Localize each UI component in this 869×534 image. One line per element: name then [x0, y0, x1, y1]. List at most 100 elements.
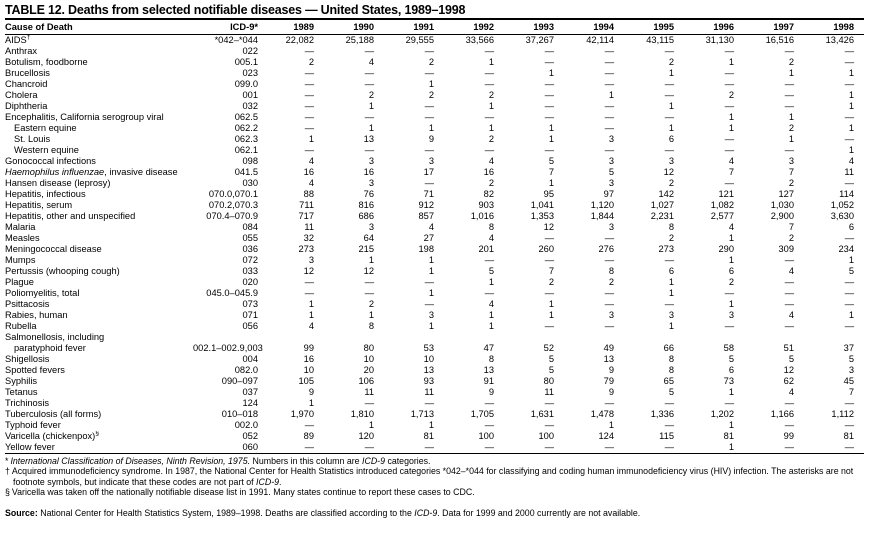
value-cell: 1 — [488, 101, 494, 111]
value-cell: — — [544, 233, 554, 243]
value-cell: 4 — [308, 156, 314, 166]
value-cell: — — [844, 233, 854, 243]
value-cell: — — [304, 145, 314, 155]
value-cell: 8 — [488, 222, 494, 232]
value-cell: 4 — [428, 222, 434, 232]
value-cell: 31,130 — [705, 35, 734, 45]
icd-code-cell: 052 — [242, 431, 258, 441]
value-cell: 1 — [684, 442, 744, 454]
value-cell: 1 — [548, 134, 554, 144]
table-row: Psittacosis 073 1 2 — 4 1 — — 1 — — — [5, 299, 864, 310]
icd-code-cell: 070.4–070.9 — [206, 211, 258, 221]
value-cell: — — [624, 442, 684, 454]
value-cell: 1 — [668, 123, 674, 133]
cause-cell: Diphtheria — [5, 101, 48, 111]
value-cell: — — [484, 46, 494, 56]
icd-code-cell: *042–*044 — [214, 35, 258, 45]
value-cell: 711 — [299, 200, 314, 210]
value-cell: 6 — [728, 266, 734, 276]
value-cell: 1 — [428, 266, 434, 276]
text-segment: ICD-9 — [414, 507, 438, 518]
value-cell: — — [544, 145, 554, 155]
icd-code-cell: 005.1 — [234, 57, 258, 67]
cause-cell: Tetanus — [5, 387, 38, 397]
icd-code-cell: 062.1 — [234, 145, 258, 155]
value-cell: 1,082 — [710, 200, 734, 210]
cause-cell: Western equine — [14, 145, 79, 155]
value-cell: — — [784, 321, 794, 331]
value-cell: 5 — [488, 266, 494, 276]
value-cell: 16 — [483, 167, 494, 177]
value-cell: — — [484, 112, 494, 122]
value-cell: 1,631 — [530, 409, 554, 419]
value-cell: 22,082 — [285, 35, 314, 45]
text-segment: Source: — [5, 507, 38, 518]
value-cell: — — [844, 134, 854, 144]
value-cell: 81 — [423, 431, 434, 441]
value-cell: 2 — [728, 90, 734, 100]
value-cell: — — [364, 79, 374, 89]
value-cell: 1 — [668, 288, 674, 298]
value-cell: — — [544, 46, 554, 56]
value-cell: 1,478 — [590, 409, 614, 419]
value-cell: 5 — [848, 266, 854, 276]
value-cell: 13 — [603, 354, 614, 364]
value-cell: — — [364, 145, 374, 155]
value-cell: 686 — [358, 211, 374, 221]
value-cell: 37,267 — [525, 35, 554, 45]
icd-code-cell: 124 — [242, 398, 258, 408]
value-cell: 45 — [843, 376, 854, 386]
value-cell: 16 — [303, 354, 314, 364]
value-cell: 1 — [308, 398, 314, 408]
value-cell: 276 — [598, 244, 614, 254]
value-cell: — — [784, 277, 794, 287]
table-row: paratyphoid fever 002.1–002.9,003 99 80 53 47… — [5, 343, 864, 354]
value-cell: — — [484, 398, 494, 408]
value-cell: 120 — [358, 431, 374, 441]
value-cell: 8 — [488, 354, 494, 364]
value-cell: 66 — [663, 343, 674, 353]
value-cell: 1 — [788, 112, 794, 122]
value-cell: 6 — [668, 266, 674, 276]
value-cell: 1,016 — [470, 211, 494, 221]
value-cell: — — [304, 68, 314, 78]
value-cell: 1 — [548, 68, 554, 78]
value-cell: — — [544, 398, 554, 408]
table-row: Shigellosis 004 16 10 10 8 5 13 8 5 5 5 — [5, 354, 864, 365]
icd-code-cell: 070.2,070.3 — [208, 200, 258, 210]
value-cell: 903 — [478, 200, 494, 210]
value-cell: — — [604, 112, 614, 122]
column-header: 1998 — [804, 19, 864, 35]
value-cell: 1 — [368, 101, 374, 111]
value-cell: — — [784, 299, 794, 309]
value-cell: 1 — [428, 321, 434, 331]
value-cell: 1,810 — [350, 409, 374, 419]
value-cell: 1 — [668, 101, 674, 111]
column-header: 1991 — [384, 19, 444, 35]
value-cell: — — [484, 420, 494, 430]
text-segment: Numbers in this column are — [250, 456, 363, 466]
value-cell: — — [264, 442, 324, 454]
value-cell: 99 — [303, 343, 314, 353]
value-cell: 4 — [728, 156, 734, 166]
value-cell — [264, 332, 324, 343]
value-cell: 309 — [778, 244, 794, 254]
value-cell: 11 — [544, 387, 554, 397]
value-cell: 1 — [368, 255, 374, 265]
value-cell: 7 — [788, 167, 794, 177]
column-header: 1993 — [504, 19, 564, 35]
cause-cell: Cholera — [5, 90, 38, 100]
value-cell: — — [304, 123, 314, 133]
value-cell: 3 — [368, 222, 374, 232]
value-cell: 4 — [368, 57, 374, 67]
table-row: Western equine 062.1 — — — — — — — — — 1 — [5, 145, 864, 156]
footnote-symbol: § — [5, 487, 10, 498]
value-cell: — — [424, 178, 434, 188]
value-cell: 1 — [548, 178, 554, 188]
column-header: Cause of Death — [5, 19, 193, 35]
value-cell: — — [424, 398, 434, 408]
value-cell: 64 — [363, 233, 374, 243]
value-cell: 8 — [668, 354, 674, 364]
value-cell: 73 — [723, 376, 734, 386]
value-cell: 2 — [488, 90, 494, 100]
